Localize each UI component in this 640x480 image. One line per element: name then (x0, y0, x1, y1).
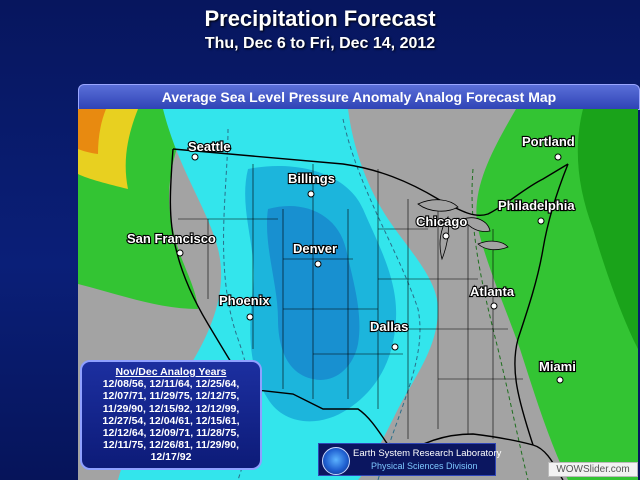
city-dot-phoenix (246, 313, 254, 321)
city-dot-san-francisco (176, 249, 184, 257)
great-lakes (417, 199, 509, 261)
analog-years-line: 12/17/92 (150, 451, 192, 464)
page-title: Precipitation Forecast (204, 6, 436, 31)
analog-years-line: 12/27/54, 12/04/61, 12/15/61, (102, 414, 240, 427)
east-coast (514, 163, 569, 446)
city-label-seattle: Seattle (188, 139, 231, 154)
state-boundaries (178, 164, 523, 439)
watermark-link[interactable]: WOWSlider.com (548, 462, 638, 477)
page-subtitle: Thu, Dec 6 to Fri, Dec 14, 2012 (204, 35, 436, 52)
city-dot-miami (556, 376, 564, 384)
us-west-coast (169, 148, 249, 390)
city-markers (176, 153, 564, 384)
contour-line (342, 118, 421, 480)
city-dot-chicago (442, 232, 450, 240)
city-dot-denver (314, 260, 322, 268)
esrl-name: Earth System Research Laboratory (353, 448, 502, 459)
city-labels: Seattle Billings Portland San Francisco … (126, 133, 577, 375)
city-label-portland: Portland (522, 134, 575, 149)
city-label-denver: Denver (293, 241, 337, 256)
city-label-miami: Miami (539, 359, 576, 374)
anomaly-high-east-core (577, 109, 638, 349)
city-dot-dallas (391, 343, 399, 351)
us-canada-border (172, 148, 569, 216)
analog-years-line: 12/12/64, 12/09/71, 11/28/75, (102, 427, 240, 440)
noaa-logo-icon (322, 447, 350, 475)
city-label-philadelphia: Philadelphia (498, 198, 575, 213)
contour-line (223, 128, 253, 480)
esrl-credit: Earth System Research Laboratory Physica… (318, 443, 501, 476)
city-label-dallas: Dallas (370, 319, 408, 334)
analog-years-box: Nov/Dec Analog Years 12/08/56, 12/11/64,… (80, 360, 262, 470)
analog-years-line: 12/07/71, 11/29/75, 12/12/75, (102, 390, 240, 403)
gulf-coast (397, 433, 564, 480)
city-label-billings: Billings (288, 171, 335, 186)
city-label-chicago: Chicago (416, 214, 467, 229)
esrl-division: Physical Sciences Division (371, 461, 478, 471)
city-label-san-francisco: San Francisco (127, 231, 216, 246)
city-dot-portland (554, 153, 562, 161)
map-heading: Average Sea Level Pressure Anomaly Analo… (78, 84, 640, 110)
analog-years-line: 12/08/56, 12/11/64, 12/25/64, (102, 378, 240, 391)
analog-years-line: 12/11/75, 12/26/81, 11/29/90, (102, 439, 240, 452)
city-label-atlanta: Atlanta (470, 284, 515, 299)
city-dot-seattle (191, 153, 199, 161)
city-dot-atlanta (490, 302, 498, 310)
anomaly-high-west-peak (78, 109, 106, 154)
city-dot-billings (307, 190, 315, 198)
city-label-phoenix: Phoenix (219, 293, 270, 308)
analog-years-line: 11/29/90, 12/15/92, 12/12/99, (102, 402, 240, 415)
city-dot-philadelphia (537, 217, 545, 225)
analog-years-title: Nov/Dec Analog Years (115, 366, 227, 378)
